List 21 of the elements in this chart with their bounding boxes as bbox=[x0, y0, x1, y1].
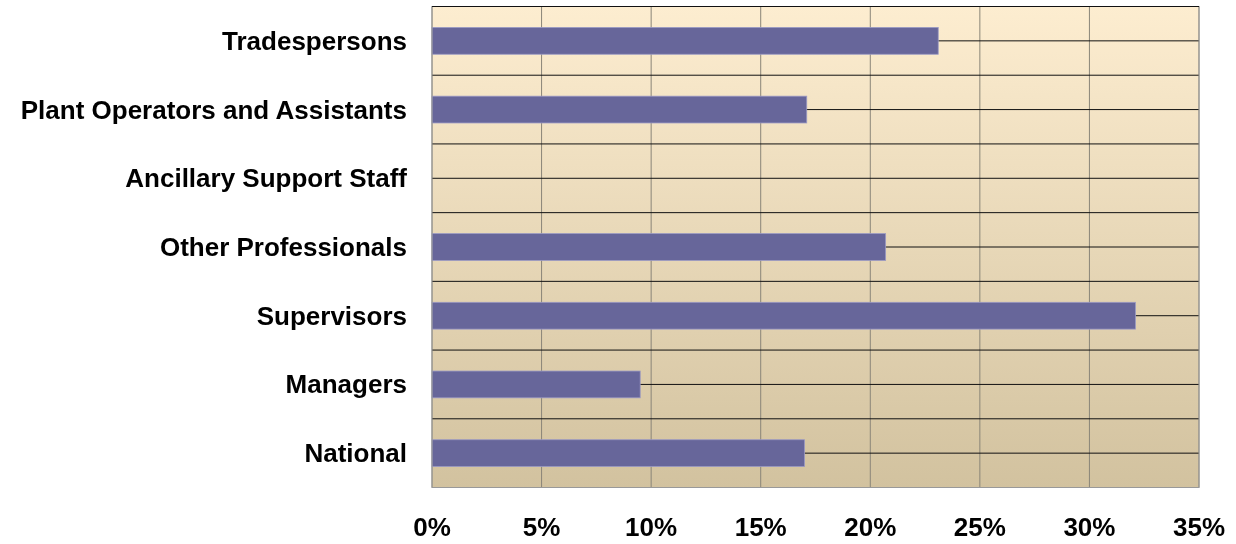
y-tick-label: Tradespersons bbox=[222, 25, 407, 56]
bar bbox=[431, 301, 1136, 330]
bar bbox=[431, 95, 808, 124]
x-tick-label: 10% bbox=[625, 512, 678, 542]
x-tick-label: 35% bbox=[1172, 512, 1226, 542]
bar bbox=[431, 439, 805, 467]
y-tick-label: National bbox=[304, 438, 407, 469]
y-tick-label: Supervisors bbox=[256, 300, 407, 331]
x-tick-label: 25% bbox=[953, 512, 1006, 542]
x-tick-label: 15% bbox=[734, 512, 787, 542]
y-tick-label: Ancillary Support Staff bbox=[125, 163, 408, 194]
bar bbox=[431, 233, 887, 261]
x-tick-label: 0% bbox=[413, 512, 451, 542]
x-tick-label: 20% bbox=[844, 512, 897, 542]
y-tick-label: Other Professionals bbox=[159, 232, 407, 262]
y-tick-label: Managers bbox=[285, 369, 407, 400]
bar bbox=[431, 27, 939, 55]
x-tick-label: 30% bbox=[1063, 512, 1116, 542]
x-tick-label: 5% bbox=[522, 512, 561, 542]
bar bbox=[431, 370, 641, 399]
y-tick-label: Plant Operators and Assistants bbox=[20, 94, 407, 125]
